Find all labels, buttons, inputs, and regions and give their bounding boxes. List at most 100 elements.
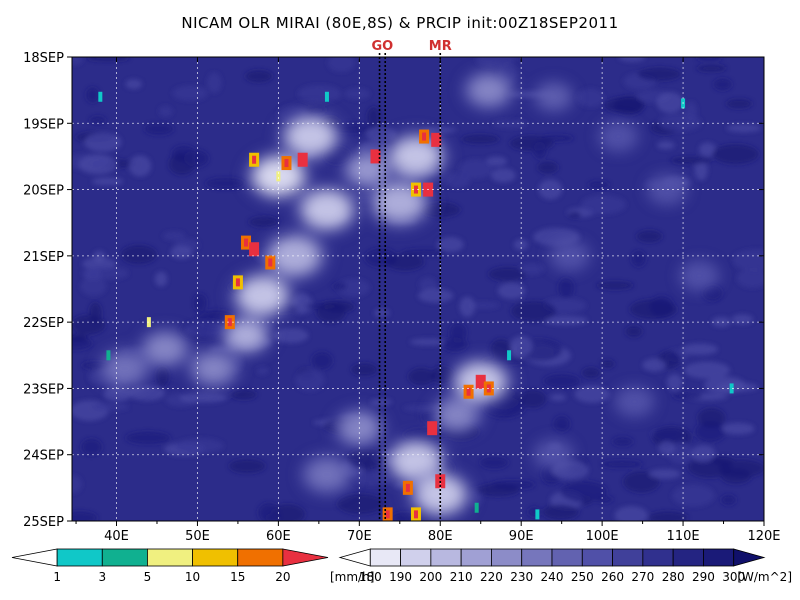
olr-texture-blob [337,278,370,297]
olr-texture-blob [162,231,185,241]
y-tick-label: 25SEP [23,515,64,530]
olr-texture-blob [467,302,500,309]
olr-texture-blob [666,374,683,391]
olr-texture-blob [172,85,208,101]
precip-cell [324,91,329,102]
olr-texture-blob [648,469,681,479]
olr-texture-blob [636,230,663,243]
olr-texture-blob [80,276,107,296]
colorbar-label: 290 [692,570,715,584]
olr-texture-blob [367,106,380,128]
chart-title: NICAM OLR MIRAI (80E,8S) & PRCIP init:00… [181,14,618,32]
olr-texture-blob [370,398,392,406]
olr-texture-blob [726,124,762,133]
y-tick-label: 18SEP [23,51,64,66]
olr-texture-blob [184,320,229,338]
olr-texture-blob [346,448,386,470]
olr-texture-blob [418,288,454,303]
olr-texture-blob [581,367,601,379]
precip-cell-core [235,278,240,287]
colorbar-label: 270 [631,570,654,584]
olr-texture-blob [720,468,752,484]
olr-texture-blob [612,437,633,447]
olr-texture-blob [696,64,727,72]
olr-texture-blob [538,179,563,200]
olr-texture-blob [550,394,566,401]
colorbar-label: 190 [389,570,412,584]
olr-texture-blob [492,119,527,129]
precip-cell [98,91,103,102]
olr-texture-blob [560,481,607,502]
colorbar-swatch [369,548,401,567]
olr-texture-blob [295,369,325,392]
cloud-core [555,245,585,267]
olr-texture-blob [344,88,370,100]
colorbar-label: 250 [571,570,594,584]
olr-texture-blob [588,181,610,189]
olr-texture-blob [711,317,731,327]
colorbar-label: 3 [98,570,106,584]
olr-texture-blob [125,431,171,445]
cloud-core [238,277,287,314]
precip-cell [474,502,479,513]
olr-texture-blob [533,141,547,159]
olr-texture-blob [648,511,688,521]
olr-texture-blob [183,149,209,168]
olr-texture-blob [84,132,122,152]
plot-frame [71,56,765,522]
olr-texture-blob [732,249,764,272]
olr-texture-blob [703,376,746,394]
colorbar-label: 10 [185,570,200,584]
olr-texture-blob [437,237,464,252]
x-tick-label: 60E [266,529,291,544]
olr-texture-blob [642,358,666,372]
precip-cell [276,171,281,182]
olr-texture-blob [497,282,526,299]
olr-texture-blob [258,502,280,521]
olr-texture-blob [509,335,533,357]
olr-texture-blob [613,95,644,116]
olr-texture-blob [476,483,520,497]
precip-cell-core [268,258,273,267]
olr-texture-blob [657,141,675,150]
olr-texture-blob [86,87,100,103]
cloud-core [652,178,682,201]
olr-texture-blob [625,325,643,338]
olr-texture-blob [120,244,157,265]
x-tick-label: 80E [428,529,453,544]
plot-area [72,57,764,521]
cloud-core [270,237,319,274]
olr-texture-blob [488,267,527,282]
olr-texture-blob [385,253,425,271]
precip-cell-core [422,132,427,141]
x-tick-label: 70E [347,529,372,544]
colorbar-swatch [101,548,148,567]
precip-colorbar: 1 3 5 10 15 20 [mm/h] [11,548,374,584]
colorbar-swatch [733,548,766,567]
olr-texture-blob [353,471,392,486]
precip-cell-core [430,424,435,433]
y-tick-label: 23SEP [23,382,64,397]
precip-cell [507,350,512,361]
cloud-core [620,390,649,413]
olr-texture-blob [78,154,118,175]
olr-texture-blob [245,70,273,83]
olr-texture-blob [158,106,173,117]
olr-texture-blob [409,338,447,346]
precip-cell-core [227,318,232,327]
cloud-core [469,75,509,105]
olr-texture-blob [577,88,604,107]
precip-cell-core [252,155,257,164]
olr-texture-blob [351,363,378,376]
precip-cell-core [405,483,410,492]
colorbar-swatch [147,548,193,567]
olr-texture-blob [89,302,102,324]
colorbar-swatch [612,548,644,567]
cloud-core [539,85,568,108]
olr-texture-blob [511,300,557,322]
olr-texture-blob [519,263,545,275]
cloud-core [105,354,144,383]
olr-texture-blob [731,314,754,325]
precip-cell-core [385,510,390,519]
precip-cell-core [478,377,483,386]
